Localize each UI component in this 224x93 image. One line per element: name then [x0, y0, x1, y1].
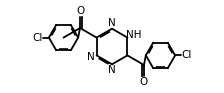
Text: N: N: [108, 65, 116, 75]
Text: Cl: Cl: [181, 50, 192, 60]
Text: Cl: Cl: [32, 33, 43, 43]
Text: NH: NH: [126, 30, 142, 40]
Text: N: N: [108, 18, 116, 28]
Text: O: O: [140, 77, 148, 87]
Text: O: O: [76, 6, 84, 16]
Text: N: N: [87, 52, 95, 62]
